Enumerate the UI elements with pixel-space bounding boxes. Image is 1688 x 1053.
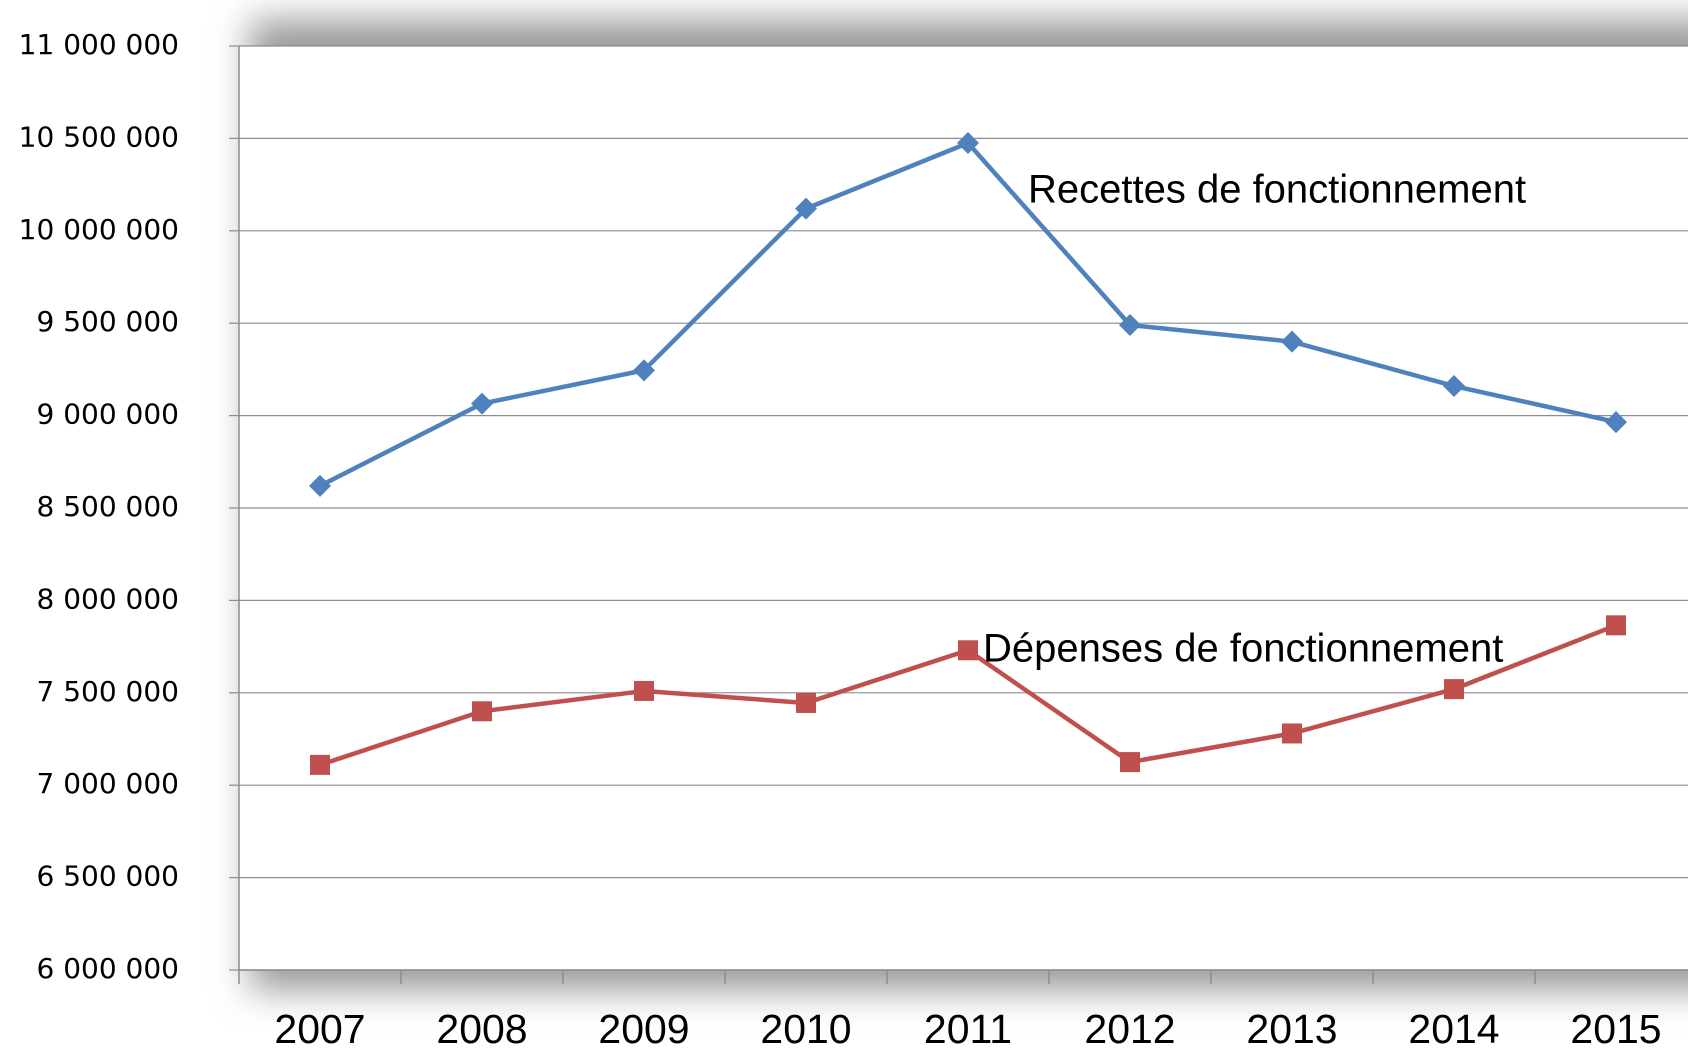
point <box>472 701 492 722</box>
point <box>1120 752 1140 773</box>
y-tick-label: 10 500 000 <box>19 120 179 153</box>
x-tick-label: 2008 <box>436 1006 527 1052</box>
x-tick-label: 2015 <box>1570 1006 1661 1052</box>
point <box>1443 375 1465 398</box>
y-tick-label: 9 000 000 <box>36 398 179 431</box>
y-tick-label: 8 000 000 <box>36 582 179 615</box>
point <box>1282 723 1302 744</box>
x-tick-label: 2007 <box>274 1006 365 1052</box>
x-tick-label: 2012 <box>1084 1006 1175 1052</box>
y-tick-label: 6 500 000 <box>36 860 179 893</box>
y-tick-label: 11 000 000 <box>19 28 179 61</box>
point <box>1119 314 1141 337</box>
point <box>796 692 816 713</box>
y-tick-label: 8 500 000 <box>36 490 179 523</box>
y-tick-label: 10 000 000 <box>19 213 179 246</box>
x-tick-label: 2009 <box>598 1006 689 1052</box>
point <box>795 197 817 220</box>
x-tick-label: 2013 <box>1246 1006 1337 1052</box>
point <box>633 359 655 382</box>
point <box>1444 679 1464 700</box>
point <box>957 132 979 155</box>
x-tick-label: 2010 <box>760 1006 851 1052</box>
point <box>958 640 978 661</box>
y-tick-label: 7 000 000 <box>36 767 179 800</box>
series-label: Recettes de fonctionnement <box>1028 168 1526 212</box>
point <box>634 680 654 701</box>
y-tick-label: 6 000 000 <box>36 952 179 985</box>
point <box>309 474 331 497</box>
y-tick-label: 7 500 000 <box>36 675 179 708</box>
x-tick-label: 2011 <box>924 1006 1012 1052</box>
point <box>471 392 493 415</box>
point <box>1606 615 1626 636</box>
series-label: Dépenses de fonctionnement <box>983 627 1503 671</box>
point <box>1605 411 1627 434</box>
y-tick-label: 9 500 000 <box>36 305 179 338</box>
x-tick-label: 2014 <box>1408 1006 1499 1052</box>
point <box>310 754 330 775</box>
point <box>1281 330 1303 353</box>
